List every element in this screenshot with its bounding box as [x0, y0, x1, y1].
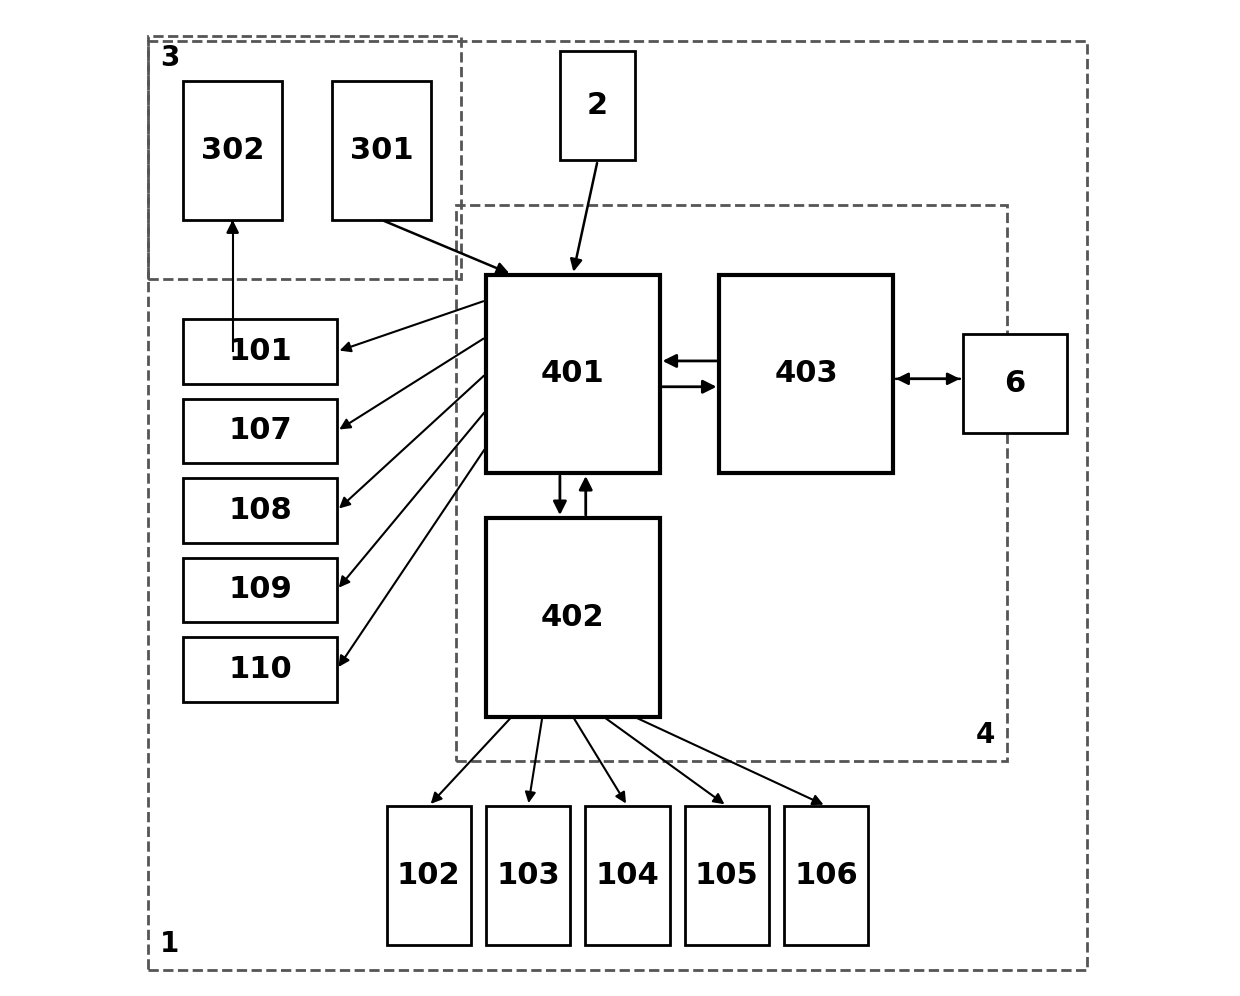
Text: 108: 108: [228, 496, 291, 525]
Bar: [684, 806, 769, 945]
Text: 102: 102: [397, 861, 460, 889]
Text: 6: 6: [1004, 370, 1025, 398]
Text: 1: 1: [160, 930, 180, 958]
Bar: [332, 81, 432, 220]
Text: 401: 401: [541, 360, 605, 388]
Text: 106: 106: [794, 861, 858, 889]
Text: 4: 4: [976, 721, 996, 749]
Bar: [456, 205, 1007, 761]
Bar: [184, 637, 337, 701]
Bar: [387, 806, 471, 945]
Bar: [149, 36, 461, 280]
Text: 105: 105: [694, 861, 759, 889]
Text: 101: 101: [228, 337, 291, 366]
Text: 104: 104: [595, 861, 660, 889]
Text: 2: 2: [587, 92, 608, 121]
Bar: [184, 478, 337, 543]
Bar: [486, 275, 660, 473]
Text: 301: 301: [350, 135, 413, 165]
Bar: [486, 518, 660, 716]
Bar: [184, 81, 283, 220]
Bar: [486, 806, 570, 945]
Text: 403: 403: [775, 360, 838, 388]
Bar: [719, 275, 893, 473]
Bar: [560, 51, 635, 160]
Text: 302: 302: [201, 135, 264, 165]
Bar: [585, 806, 670, 945]
Bar: [184, 558, 337, 622]
Bar: [784, 806, 868, 945]
Bar: [962, 334, 1066, 433]
Text: 110: 110: [228, 654, 291, 684]
Text: 107: 107: [228, 416, 291, 445]
Text: 3: 3: [160, 44, 180, 72]
Text: 109: 109: [228, 576, 291, 605]
Bar: [184, 320, 337, 383]
Text: 103: 103: [496, 861, 560, 889]
Text: 402: 402: [541, 603, 605, 631]
Bar: [184, 398, 337, 463]
